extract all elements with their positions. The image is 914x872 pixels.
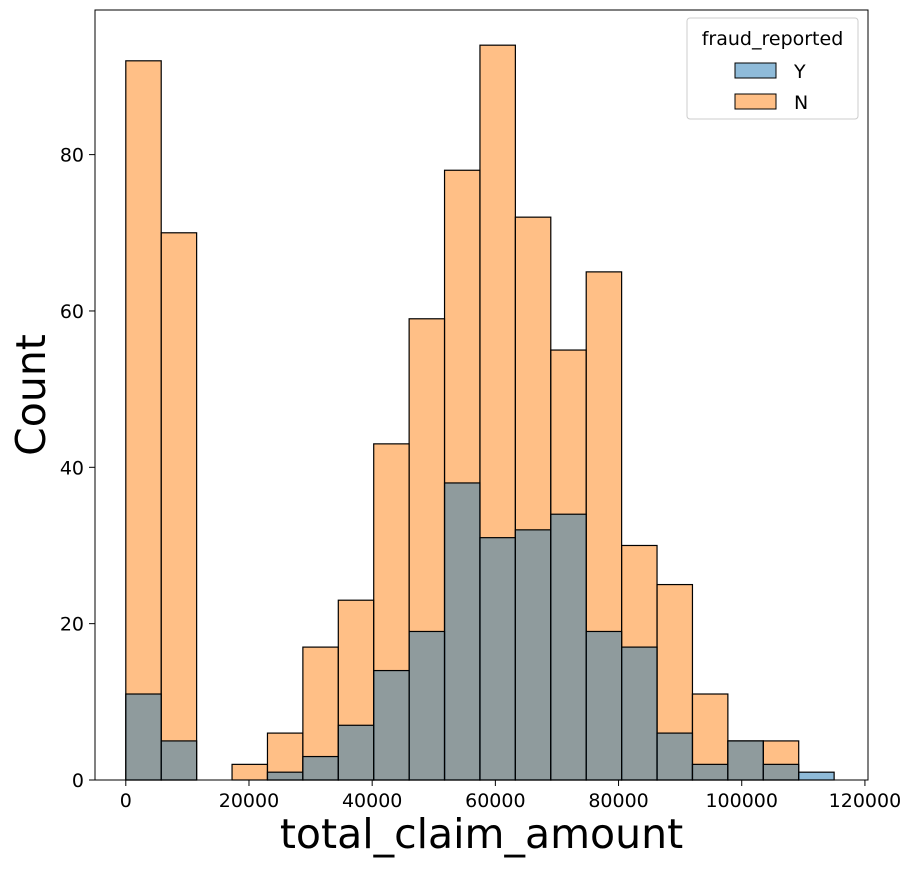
- legend-swatch-y: [734, 62, 777, 79]
- legend-label-n: N: [794, 92, 808, 114]
- x-tick-label: 0: [120, 790, 132, 812]
- x-tick-label: 120000: [829, 790, 902, 812]
- x-tick-label: 20000: [219, 790, 279, 812]
- bar-y-10: [479, 537, 516, 781]
- bar-y-13: [585, 630, 623, 781]
- bar-y-1: [160, 740, 198, 781]
- x-tick-label: 100000: [705, 790, 778, 812]
- plot-frame: [94, 9, 869, 781]
- bar-y-12: [550, 513, 587, 781]
- legend-swatch-n: [734, 93, 777, 110]
- bar-y-11: [514, 529, 552, 781]
- y-tick-label: 60: [60, 301, 84, 323]
- bar-y-6: [337, 724, 375, 781]
- legend-title: fraud_reported: [702, 28, 844, 50]
- y-tick-label: 40: [60, 457, 84, 479]
- x-axis-label: total_claim_amount: [280, 810, 683, 858]
- legend-label-y: Y: [793, 61, 806, 83]
- y-tick-label: 20: [60, 614, 84, 636]
- x-tick-label: 60000: [465, 790, 525, 812]
- legend: fraud_reported YN: [686, 17, 859, 120]
- bar-y-17: [727, 740, 764, 781]
- bar-y-14: [621, 646, 658, 781]
- bar-n-3: [231, 763, 269, 781]
- bar-y-0: [125, 693, 162, 781]
- bar-y-7: [373, 669, 410, 781]
- y-tick-label: 0: [72, 770, 84, 792]
- x-tick-label: 80000: [588, 790, 648, 812]
- bar-y-8: [408, 630, 446, 781]
- bar-n-1: [160, 232, 198, 781]
- bar-y-4: [266, 771, 304, 781]
- bar-n-0: [125, 60, 162, 781]
- bar-y-9: [443, 482, 481, 781]
- x-tick-label: 40000: [342, 790, 402, 812]
- bar-y-5: [302, 755, 339, 781]
- bar-y-15: [656, 732, 694, 781]
- legend-entries: YN: [734, 61, 808, 114]
- bar-y-18: [762, 763, 800, 781]
- y-tick-label: 80: [60, 145, 84, 167]
- x-axis: 0 20000 40000 60000 80000 100000 120000: [120, 780, 901, 812]
- y-axis: 0 20 40 60 80: [60, 145, 95, 792]
- y-axis-label: Count: [7, 334, 55, 456]
- bar-y-16: [691, 763, 729, 781]
- bar-y-19: [798, 771, 835, 781]
- series-y-bars: [125, 482, 835, 781]
